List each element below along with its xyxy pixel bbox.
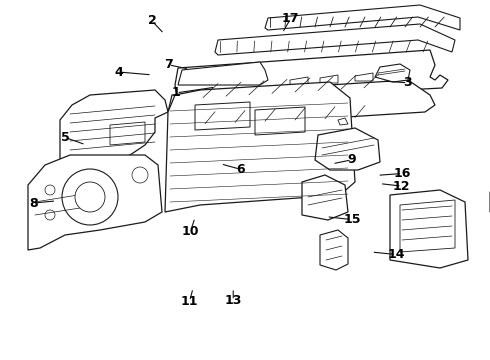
Polygon shape (355, 73, 373, 81)
Text: 2: 2 (147, 14, 156, 27)
Polygon shape (290, 77, 308, 85)
Polygon shape (390, 190, 468, 268)
Polygon shape (28, 155, 162, 250)
Text: 6: 6 (236, 163, 245, 176)
Text: 8: 8 (29, 197, 38, 210)
Polygon shape (338, 138, 348, 145)
Text: 17: 17 (282, 12, 299, 25)
Polygon shape (320, 75, 338, 83)
Text: 5: 5 (61, 131, 70, 144)
Text: 11: 11 (181, 295, 198, 308)
Text: 16: 16 (393, 167, 411, 180)
Polygon shape (338, 118, 348, 125)
Text: 7: 7 (164, 58, 173, 71)
Text: 14: 14 (387, 248, 405, 261)
Polygon shape (400, 200, 455, 252)
Circle shape (45, 210, 55, 220)
Circle shape (132, 167, 148, 183)
Text: 9: 9 (347, 153, 356, 166)
Polygon shape (338, 158, 348, 165)
Circle shape (75, 182, 105, 212)
Polygon shape (60, 90, 168, 165)
Text: 13: 13 (224, 294, 242, 307)
Polygon shape (255, 107, 305, 135)
Polygon shape (315, 128, 380, 170)
Polygon shape (175, 50, 448, 102)
Circle shape (45, 185, 55, 195)
Polygon shape (165, 82, 355, 212)
Polygon shape (215, 24, 455, 55)
Text: 3: 3 (403, 76, 412, 89)
Polygon shape (168, 80, 435, 128)
Circle shape (62, 169, 118, 225)
Polygon shape (320, 230, 348, 270)
Polygon shape (178, 62, 268, 85)
Polygon shape (265, 5, 460, 30)
Text: 15: 15 (343, 213, 361, 226)
Polygon shape (302, 175, 348, 220)
Text: 1: 1 (172, 86, 181, 99)
Polygon shape (375, 64, 410, 82)
Text: 10: 10 (182, 225, 199, 238)
Polygon shape (195, 102, 250, 130)
Text: 12: 12 (393, 180, 411, 193)
Text: 4: 4 (114, 66, 123, 78)
Polygon shape (110, 122, 145, 145)
